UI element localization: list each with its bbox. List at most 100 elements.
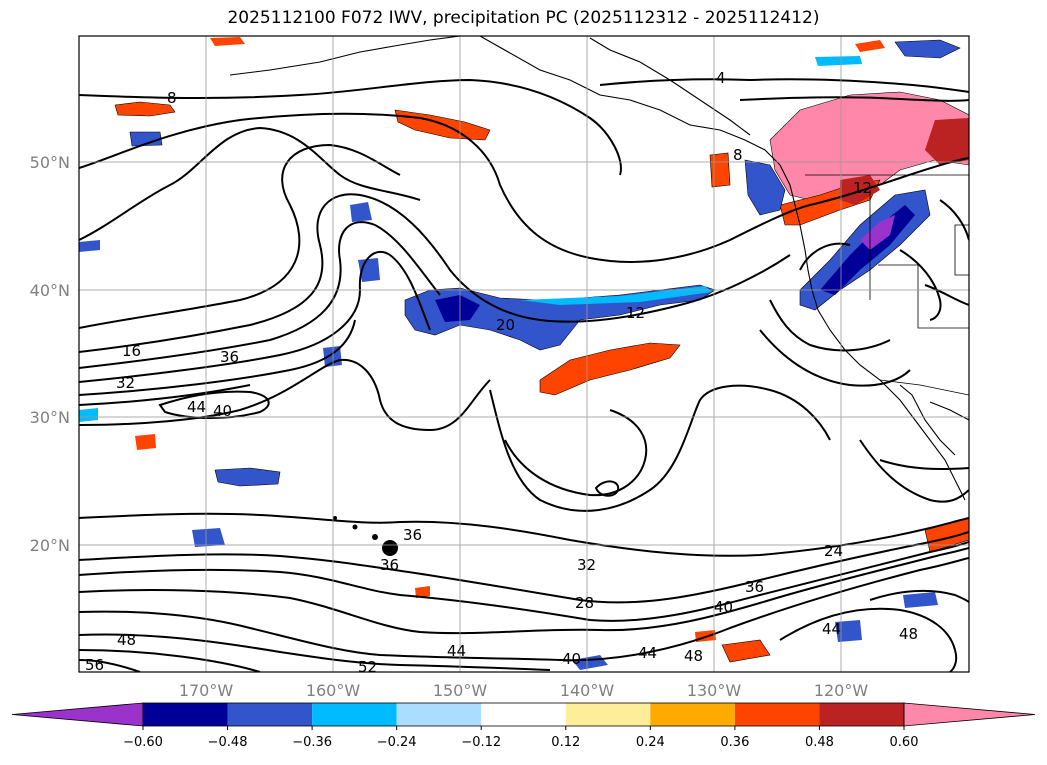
border-mexico <box>879 379 969 396</box>
colorbar-frame <box>142 702 905 727</box>
lon-label: 120°W <box>814 681 869 700</box>
contour-24-south <box>79 512 969 557</box>
contour-8-north <box>79 78 622 176</box>
colorbar-tick-label: 0.48 <box>805 735 834 750</box>
plot-frame <box>78 35 970 673</box>
contour-32-south <box>79 541 969 622</box>
contour-label: 8 <box>167 89 177 107</box>
lat-label: 30°N <box>30 408 70 427</box>
contour-32-mid <box>504 409 648 497</box>
contour-36-south <box>79 547 969 635</box>
colorbar-segment <box>227 703 313 726</box>
contour-label: 44 <box>447 642 466 660</box>
lon-label: 170°W <box>179 681 234 700</box>
precip-orange-hawaii <box>415 586 430 598</box>
hawaii-oahu <box>352 524 358 530</box>
precip-fields <box>79 37 969 670</box>
contour-coast-3 <box>899 249 942 321</box>
contour-label: 20 <box>496 316 515 334</box>
hawaii-kauai <box>333 516 337 520</box>
contour-label: 4 <box>716 69 726 87</box>
precip-band-cyan <box>520 286 712 305</box>
contour-coast-4 <box>924 284 969 306</box>
contour-se-3 <box>859 439 969 503</box>
contour-coast-2 <box>759 329 911 387</box>
contour-28 <box>79 250 431 383</box>
colorbar-tick-label: −0.12 <box>461 735 501 750</box>
colorbar-segment <box>143 703 228 726</box>
colorbar: −0.60 −0.48 −0.36 −0.24 −0.12 0.12 0.24 0.36 0.4… <box>11 702 1036 750</box>
colorbar-segment <box>481 703 566 726</box>
precip-blue-bc <box>744 159 786 216</box>
precip-blue-w3 <box>79 240 100 252</box>
precip-red-w <box>135 434 156 450</box>
contour-12-ridge <box>79 112 969 263</box>
contour-label: 48 <box>899 625 918 643</box>
contour-label: 52 <box>358 658 377 676</box>
lon-label: 150°W <box>433 681 488 700</box>
precip-purple-coast <box>860 215 895 250</box>
map-title: 2025112100 F072 IWV, precipitation PC (2… <box>227 8 820 28</box>
colorbar-tick-label: −0.60 <box>123 735 163 750</box>
colorbar-segment <box>565 703 651 726</box>
contour-label: 28 <box>575 594 594 612</box>
lon-labels: 170°W 160°W 150°W 140°W 130°W 120°W <box>179 681 869 700</box>
contour-label: 44 <box>187 398 206 416</box>
iwv-contours <box>79 78 969 672</box>
colorbar-segment <box>650 703 735 726</box>
contour-label: 48 <box>117 631 136 649</box>
precip-orange-alaska <box>855 40 885 52</box>
coast-bc <box>779 164 806 251</box>
lat-label: 50°N <box>30 153 70 172</box>
contour-labels: 8 4 12 12 20 16 36 32 44 40 36 36 32 28 … <box>85 69 918 676</box>
contour-label: 32 <box>577 556 596 574</box>
lon-label: 130°W <box>687 681 742 700</box>
precip-orange-nw2 <box>114 101 176 117</box>
contour-label: 36 <box>220 348 239 366</box>
contour-label: 44 <box>638 644 657 662</box>
contour-label: 16 <box>122 342 141 360</box>
coast-alaska <box>229 36 461 76</box>
colorbar-extend-low <box>11 702 144 727</box>
hawaii-maui <box>372 534 378 540</box>
precip-blue-nw-small <box>350 202 372 222</box>
precip-blue-s <box>835 620 862 642</box>
coast-alaska-2 <box>479 36 781 166</box>
contour-label: 12 <box>626 304 645 322</box>
contour-28-south <box>79 531 969 604</box>
contour-se-1 <box>779 607 958 672</box>
map-grid <box>79 36 969 672</box>
coast-baja <box>899 384 956 456</box>
contour-4-alaska <box>599 78 969 93</box>
precip-red-nw <box>925 118 969 165</box>
map-plot-area: 8 4 12 12 20 16 36 32 44 40 36 36 32 28 … <box>79 36 969 676</box>
contour-44-loop <box>158 390 270 419</box>
contour-label: 36 <box>745 578 764 596</box>
lat-label: 20°N <box>30 536 70 555</box>
contour-label: 48 <box>684 647 703 665</box>
contour-label: 24 <box>824 542 843 560</box>
contour-label: 40 <box>213 402 232 420</box>
contour-8-gulf <box>739 96 969 102</box>
contour-label: 44 <box>822 620 841 638</box>
contour-small-ring <box>594 480 620 497</box>
contour-label: 36 <box>380 556 399 574</box>
precip-blue-alaska <box>894 39 961 59</box>
hawaii-big-island <box>382 540 398 556</box>
contour-label: 40 <box>714 598 733 616</box>
lat-labels: 50°N 40°N 30°N 20°N <box>30 153 70 555</box>
colorbar-extend-high <box>903 702 1036 727</box>
contour-se-2 <box>869 589 969 603</box>
contour-32 <box>79 319 356 396</box>
colorbar-tick-label: 0.60 <box>890 735 919 750</box>
lat-label: 40°N <box>30 281 70 300</box>
colorbar-tick-label: −0.48 <box>208 735 248 750</box>
border-state-3 <box>954 224 969 276</box>
colorbar-tick-label: 0.36 <box>720 735 749 750</box>
precip-orange-top <box>210 37 245 46</box>
colorbar-segment <box>312 703 397 726</box>
precip-blue-w <box>129 131 163 147</box>
contour-44-south <box>79 633 551 671</box>
precip-blue-s2 <box>903 592 938 608</box>
